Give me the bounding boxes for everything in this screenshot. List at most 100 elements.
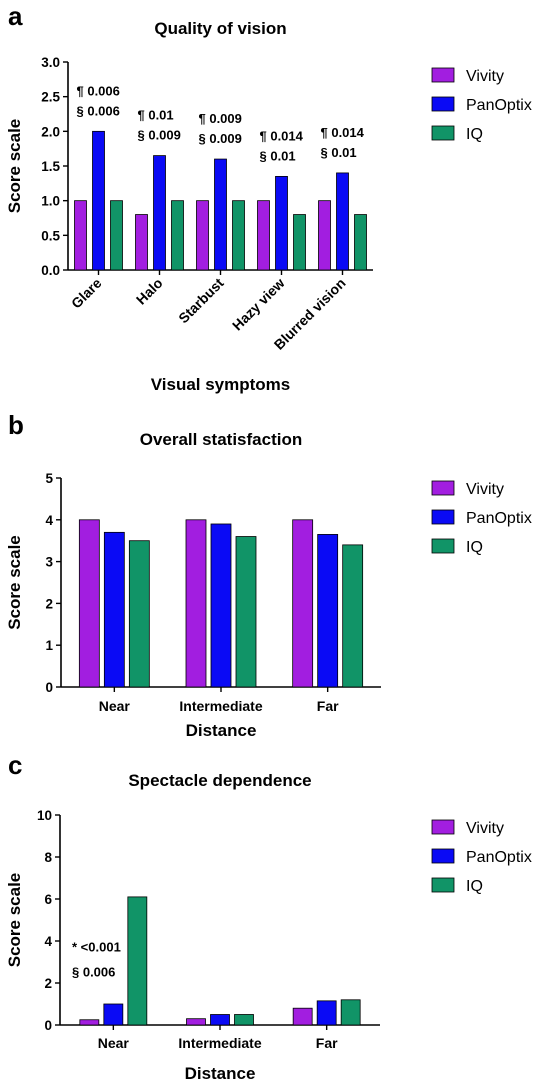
legend-swatch — [431, 480, 455, 496]
legend-label: IQ — [466, 126, 483, 143]
bar-panoptix-intermediate — [210, 523, 232, 688]
x-tick-label: Starbust — [175, 275, 227, 327]
x-tick-label: Near — [99, 698, 131, 714]
legend-label: PanOptix — [466, 510, 532, 527]
x-tick-label: Far — [317, 698, 339, 714]
bar-iq-glare — [110, 200, 123, 271]
legend-swatch — [431, 877, 455, 893]
bar-vivity-intermediate — [185, 519, 207, 688]
y-tick-label: 0 — [45, 680, 53, 695]
x-axis-label: Distance — [186, 721, 257, 740]
y-tick-label: 4 — [45, 513, 53, 528]
bar-panoptix-halo — [153, 155, 166, 271]
bar-iq-intermediate — [235, 536, 257, 688]
y-tick-label: 0 — [44, 1018, 52, 1033]
bar-vivity-near — [79, 1019, 100, 1026]
y-tick-label: 2 — [44, 976, 52, 991]
bar-panoptix-glare — [92, 130, 105, 271]
y-tick-label: 2.0 — [41, 124, 60, 139]
bar-vivity-intermediate — [186, 1018, 206, 1026]
legend-swatch — [431, 67, 455, 83]
bar-iq-far — [340, 999, 361, 1026]
bar-vivity-hazy-view — [257, 200, 270, 271]
chart-panel-b: b Overall statisfaction 0 1 2 3 4 5 Score scale N… — [0, 410, 550, 740]
significance-annotation: ¶ 0.009 — [199, 111, 242, 126]
y-tick-label: 2.5 — [41, 90, 60, 105]
bar-panoptix-far — [317, 534, 339, 688]
legend-label: IQ — [466, 878, 483, 895]
bar-panoptix-near — [103, 531, 125, 688]
chart-panel-a: a Quality of vision 0.0 0.5 1.0 1.5 2.0 2.5 3.0 S… — [0, 0, 550, 410]
x-tick-label: Glare — [68, 275, 105, 312]
bar-iq-starbust — [232, 200, 245, 271]
bar-vivity-blurred-vision — [318, 200, 331, 271]
y-tick-label: 5 — [45, 471, 53, 486]
bar-panoptix-near — [103, 1003, 124, 1026]
chart-svg-a: a Quality of vision 0.0 0.5 1.0 1.5 2.0 2.5 3.0 S… — [5, 1, 532, 394]
significance-annotation: § 0.01 — [260, 148, 296, 163]
x-tick-label: Near — [98, 1035, 130, 1051]
chart-title: Overall statisfaction — [140, 430, 303, 449]
bar-iq-intermediate — [234, 1014, 254, 1026]
y-axis-label: Score scale — [5, 535, 24, 630]
y-tick-label: 1 — [45, 638, 53, 653]
y-tick-label: 0.0 — [41, 263, 60, 278]
panel-label: a — [8, 1, 23, 31]
y-tick-label: 4 — [44, 934, 52, 949]
panel-label: c — [8, 750, 22, 780]
legend-label: Vivity — [466, 820, 504, 837]
bar-iq-near — [128, 540, 150, 688]
significance-annotation: § 0.009 — [138, 128, 181, 143]
significance-annotation: ¶ 0.006 — [77, 83, 120, 98]
y-tick-label: 1.5 — [41, 159, 60, 174]
bar-iq-halo — [171, 200, 184, 271]
x-tick-label: Far — [316, 1035, 338, 1051]
chart-title: Spectacle dependence — [128, 771, 311, 790]
bar-panoptix-blurred-vision — [336, 172, 349, 271]
legend-label: IQ — [466, 539, 483, 556]
chart-title: Quality of vision — [154, 19, 286, 38]
y-tick-label: 10 — [37, 808, 52, 823]
legend-swatch — [431, 848, 455, 864]
bar-panoptix-intermediate — [210, 1014, 230, 1026]
significance-annotation: ¶ 0.01 — [138, 108, 174, 123]
chart-svg-c: c Spectacle dependence 0 2 4 6 8 10 Score scale N… — [5, 750, 532, 1083]
x-tick-label: Halo — [133, 275, 166, 308]
y-tick-label: 2 — [45, 596, 53, 611]
y-axis-label: Score scale — [5, 873, 24, 968]
bar-vivity-glare — [74, 200, 87, 271]
significance-annotation: ¶ 0.014 — [260, 128, 304, 143]
y-tick-label: 0.5 — [41, 228, 60, 243]
significance-annotation: § 0.01 — [321, 145, 357, 160]
legend-swatch — [431, 509, 455, 525]
y-tick-label: 8 — [44, 850, 52, 865]
legend-swatch — [431, 125, 455, 141]
bar-iq-near — [127, 896, 148, 1026]
chart-svg-b: b Overall statisfaction 0 1 2 3 4 5 Score scale N… — [5, 410, 532, 740]
x-axis-label: Distance — [185, 1064, 256, 1083]
x-tick-label: Hazy view — [229, 275, 288, 334]
bar-vivity-far — [292, 1007, 313, 1026]
bar-vivity-starbust — [196, 200, 209, 271]
legend-swatch — [431, 538, 455, 554]
bar-panoptix-starbust — [214, 158, 227, 271]
x-tick-label: Intermediate — [179, 698, 262, 714]
legend-label: Vivity — [466, 481, 504, 498]
x-axis-label: Visual symptoms — [151, 375, 291, 394]
legend-swatch — [431, 819, 455, 835]
y-tick-label: 6 — [44, 892, 52, 907]
legend-label: PanOptix — [466, 849, 532, 866]
y-tick-label: 3.0 — [41, 55, 60, 70]
bar-iq-hazy-view — [293, 214, 306, 271]
x-tick-label: Intermediate — [178, 1035, 261, 1051]
legend-label: Vivity — [466, 68, 504, 85]
bar-iq-blurred-vision — [354, 214, 367, 271]
bar-panoptix-far — [316, 1000, 337, 1026]
legend-swatch — [431, 96, 455, 112]
significance-annotation: ¶ 0.014 — [321, 125, 365, 140]
significance-annotation: * <0.001 — [72, 940, 121, 955]
bar-vivity-near — [78, 519, 100, 688]
y-tick-label: 3 — [45, 555, 53, 570]
chart-panel-c: c Spectacle dependence 0 2 4 6 8 10 Score scale N… — [0, 740, 550, 1087]
legend-label: PanOptix — [466, 97, 532, 114]
